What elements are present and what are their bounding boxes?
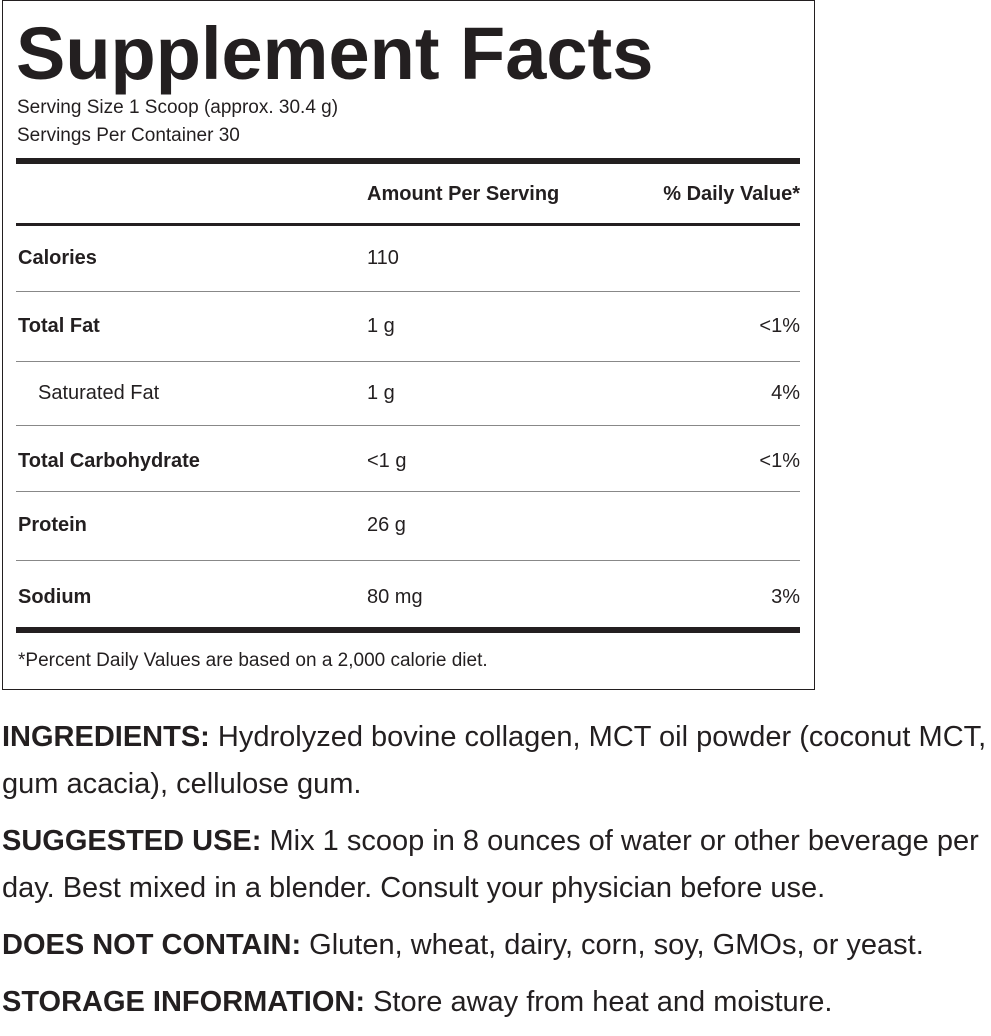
panel-title: Supplement Facts — [16, 12, 654, 95]
storage-label: STORAGE INFORMATION: — [2, 986, 366, 1018]
storage-information: STORAGE INFORMATION: Store away from hea… — [2, 979, 987, 1026]
nutrient-amount: <1 g — [367, 450, 407, 472]
thick-divider — [16, 627, 800, 633]
nutrient-amount: 26 g — [367, 514, 406, 536]
nutrient-row: Calories 110 — [16, 247, 800, 273]
nutrient-dv: <1% — [759, 450, 800, 472]
nutrient-row: Sodium 80 mg 3% — [16, 586, 800, 612]
nutrient-dv: 4% — [771, 382, 800, 404]
servings-per-container: Servings Per Container 30 — [17, 125, 240, 146]
row-divider — [16, 291, 800, 292]
nutrient-name: Total Fat — [18, 315, 100, 337]
product-info: INGREDIENTS: Hydrolyzed bovine collagen,… — [2, 714, 987, 1036]
nutrient-amount: 1 g — [367, 382, 395, 404]
row-divider — [16, 361, 800, 362]
ingredients: INGREDIENTS: Hydrolyzed bovine collagen,… — [2, 714, 987, 808]
row-divider — [16, 560, 800, 561]
column-header: Amount Per Serving % Daily Value* — [16, 183, 800, 209]
nutrient-dv: 3% — [771, 586, 800, 608]
supplement-facts-panel — [2, 0, 815, 690]
nutrient-name: Saturated Fat — [38, 382, 160, 404]
amount-header: Amount Per Serving — [367, 183, 560, 205]
nutrient-row: Protein 26 g — [16, 514, 800, 540]
row-divider — [16, 425, 800, 426]
nutrient-row: Total Carbohydrate <1 g <1% — [16, 450, 800, 476]
suggested-use: SUGGESTED USE: Mix 1 scoop in 8 ounces o… — [2, 818, 987, 912]
suggested-use-label: SUGGESTED USE: — [2, 825, 262, 857]
nutrient-name: Calories — [18, 247, 97, 269]
nutrient-name: Protein — [18, 514, 87, 536]
nutrient-row: Saturated Fat 1 g 4% — [16, 382, 800, 408]
header-divider — [16, 223, 800, 226]
dv-header: % Daily Value* — [663, 183, 800, 205]
nutrient-row: Total Fat 1 g <1% — [16, 315, 800, 341]
nutrient-amount: 1 g — [367, 315, 395, 337]
nutrient-dv: <1% — [759, 315, 800, 337]
thick-divider — [16, 158, 800, 164]
ingredients-text: Hydrolyzed bovine collagen, MCT oil powd… — [2, 721, 987, 800]
storage-text: Store away from heat and moisture. — [365, 986, 833, 1018]
footnote: *Percent Daily Values are based on a 2,0… — [18, 650, 488, 671]
nutrient-amount: 80 mg — [367, 586, 423, 608]
ingredients-label: INGREDIENTS: — [2, 721, 210, 753]
nutrient-name: Sodium — [18, 586, 92, 608]
does-not-contain-label: DOES NOT CONTAIN: — [2, 929, 302, 961]
row-divider — [16, 491, 800, 492]
suggested-use-text: Mix 1 scoop in 8 ounces of water or othe… — [2, 825, 979, 904]
serving-size: Serving Size 1 Scoop (approx. 30.4 g) — [17, 97, 339, 118]
does-not-contain: DOES NOT CONTAIN: Gluten, wheat, dairy, … — [2, 922, 987, 969]
does-not-contain-text: Gluten, wheat, dairy, corn, soy, GMOs, o… — [301, 929, 924, 961]
nutrient-amount: 110 — [367, 247, 399, 269]
nutrient-name: Total Carbohydrate — [18, 450, 200, 472]
